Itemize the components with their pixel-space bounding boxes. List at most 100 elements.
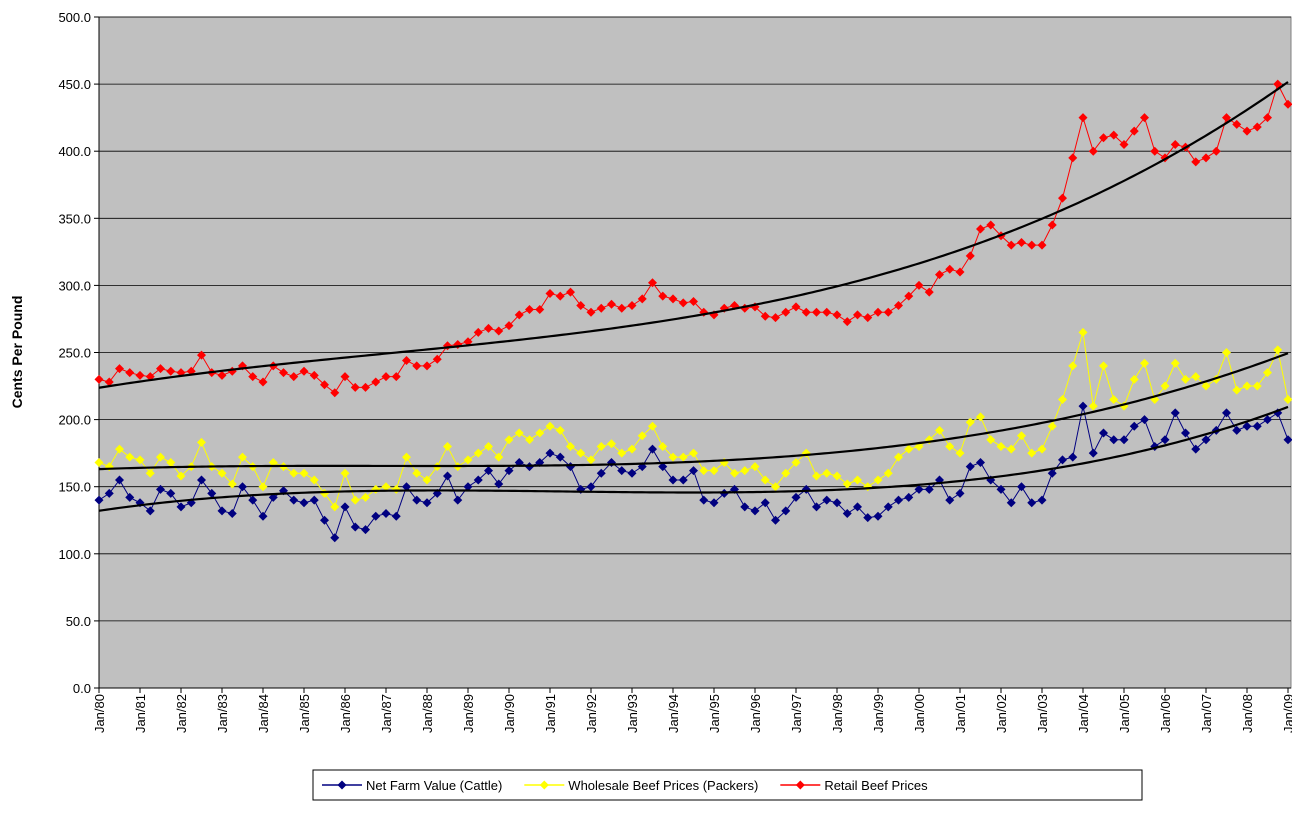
- data-point: [883, 468, 893, 478]
- data-point: [668, 452, 678, 462]
- x-tick-label: Jan/04: [1076, 694, 1091, 733]
- data-point: [1099, 361, 1108, 371]
- data-point: [535, 428, 545, 438]
- data-point: [1211, 146, 1221, 156]
- data-point: [258, 482, 268, 492]
- data-point: [668, 294, 678, 304]
- data-point: [1119, 435, 1129, 445]
- data-point: [1119, 139, 1129, 149]
- data-point: [1017, 482, 1026, 492]
- data-point: [402, 452, 411, 462]
- data-point: [699, 466, 709, 476]
- data-point: [730, 468, 739, 478]
- data-point: [740, 502, 750, 512]
- y-tick-label: 50.0: [66, 614, 91, 629]
- data-point: [432, 354, 442, 364]
- x-tick-label: Jan/09: [1281, 694, 1292, 733]
- data-point: [176, 471, 186, 481]
- data-point: [1273, 345, 1283, 355]
- data-point: [894, 495, 903, 505]
- data-point: [894, 301, 903, 311]
- data-point: [873, 475, 883, 485]
- data-point: [309, 475, 319, 485]
- data-point: [197, 475, 206, 485]
- data-point: [525, 305, 534, 315]
- data-point: [1222, 113, 1231, 123]
- data-point: [484, 441, 493, 451]
- data-point: [238, 482, 247, 492]
- data-point: [1252, 122, 1262, 132]
- data-point: [771, 313, 780, 323]
- data-point: [781, 307, 791, 317]
- data-point: [453, 495, 463, 505]
- data-point: [617, 466, 627, 476]
- x-tick-label: Jan/97: [789, 694, 804, 733]
- data-point: [832, 471, 842, 481]
- data-point: [1181, 428, 1190, 438]
- x-tick-label: Jan/02: [994, 694, 1009, 733]
- data-point: [1242, 421, 1252, 431]
- data-point: [627, 301, 637, 311]
- data-point: [340, 468, 350, 478]
- data-point: [391, 372, 401, 382]
- data-point: [320, 515, 329, 525]
- data-point: [1068, 153, 1078, 163]
- data-point: [801, 307, 811, 317]
- data-point: [443, 471, 452, 481]
- y-tick-label: 450.0: [58, 77, 91, 92]
- data-point: [1140, 358, 1149, 368]
- data-point: [350, 495, 360, 505]
- data-point: [555, 452, 565, 462]
- data-point: [965, 462, 975, 472]
- data-point: [391, 511, 401, 521]
- data-point: [648, 278, 657, 288]
- data-point: [299, 366, 309, 376]
- data-point: [217, 506, 227, 516]
- data-point: [791, 492, 801, 502]
- data-point: [1283, 394, 1292, 404]
- y-tick-label: 100.0: [58, 547, 91, 562]
- data-point: [309, 495, 319, 505]
- data-point: [924, 287, 934, 297]
- data-point: [1017, 431, 1026, 441]
- x-tick-label: Jan/92: [584, 694, 599, 733]
- data-point: [361, 492, 370, 502]
- data-point: [1058, 394, 1067, 404]
- x-tick-label: Jan/93: [625, 694, 640, 733]
- data-point: [156, 452, 165, 462]
- data-point: [555, 425, 565, 435]
- data-point: [596, 441, 606, 451]
- data-point: [1058, 193, 1067, 203]
- data-point: [309, 370, 319, 380]
- legend: Net Farm Value (Cattle) Wholesale Beef Pr…: [312, 769, 1143, 801]
- data-point: [996, 484, 1006, 494]
- data-point: [1129, 126, 1139, 136]
- data-point: [371, 377, 381, 387]
- data-point: [596, 468, 606, 478]
- data-point: [1078, 401, 1088, 411]
- x-tick-label: Jan/83: [215, 694, 230, 733]
- data-point: [1170, 139, 1180, 149]
- data-point: [914, 484, 924, 494]
- data-point: [422, 475, 432, 485]
- data-point: [504, 435, 514, 445]
- data-point: [104, 377, 114, 387]
- data-point: [709, 466, 719, 476]
- data-point: [1058, 455, 1067, 465]
- data-point: [637, 431, 647, 441]
- data-point: [525, 435, 534, 445]
- data-point: [1047, 421, 1057, 431]
- data-point: [689, 297, 698, 307]
- data-point: [822, 495, 832, 505]
- data-point: [1027, 240, 1037, 250]
- data-point: [617, 303, 627, 313]
- data-point: [340, 372, 350, 382]
- data-point: [1201, 435, 1211, 445]
- data-point: [873, 307, 883, 317]
- data-point: [330, 502, 340, 512]
- data-point: [1109, 435, 1119, 445]
- data-point: [863, 313, 873, 323]
- y-tick-label: 500.0: [58, 10, 91, 25]
- x-tick-label: Jan/01: [953, 694, 968, 733]
